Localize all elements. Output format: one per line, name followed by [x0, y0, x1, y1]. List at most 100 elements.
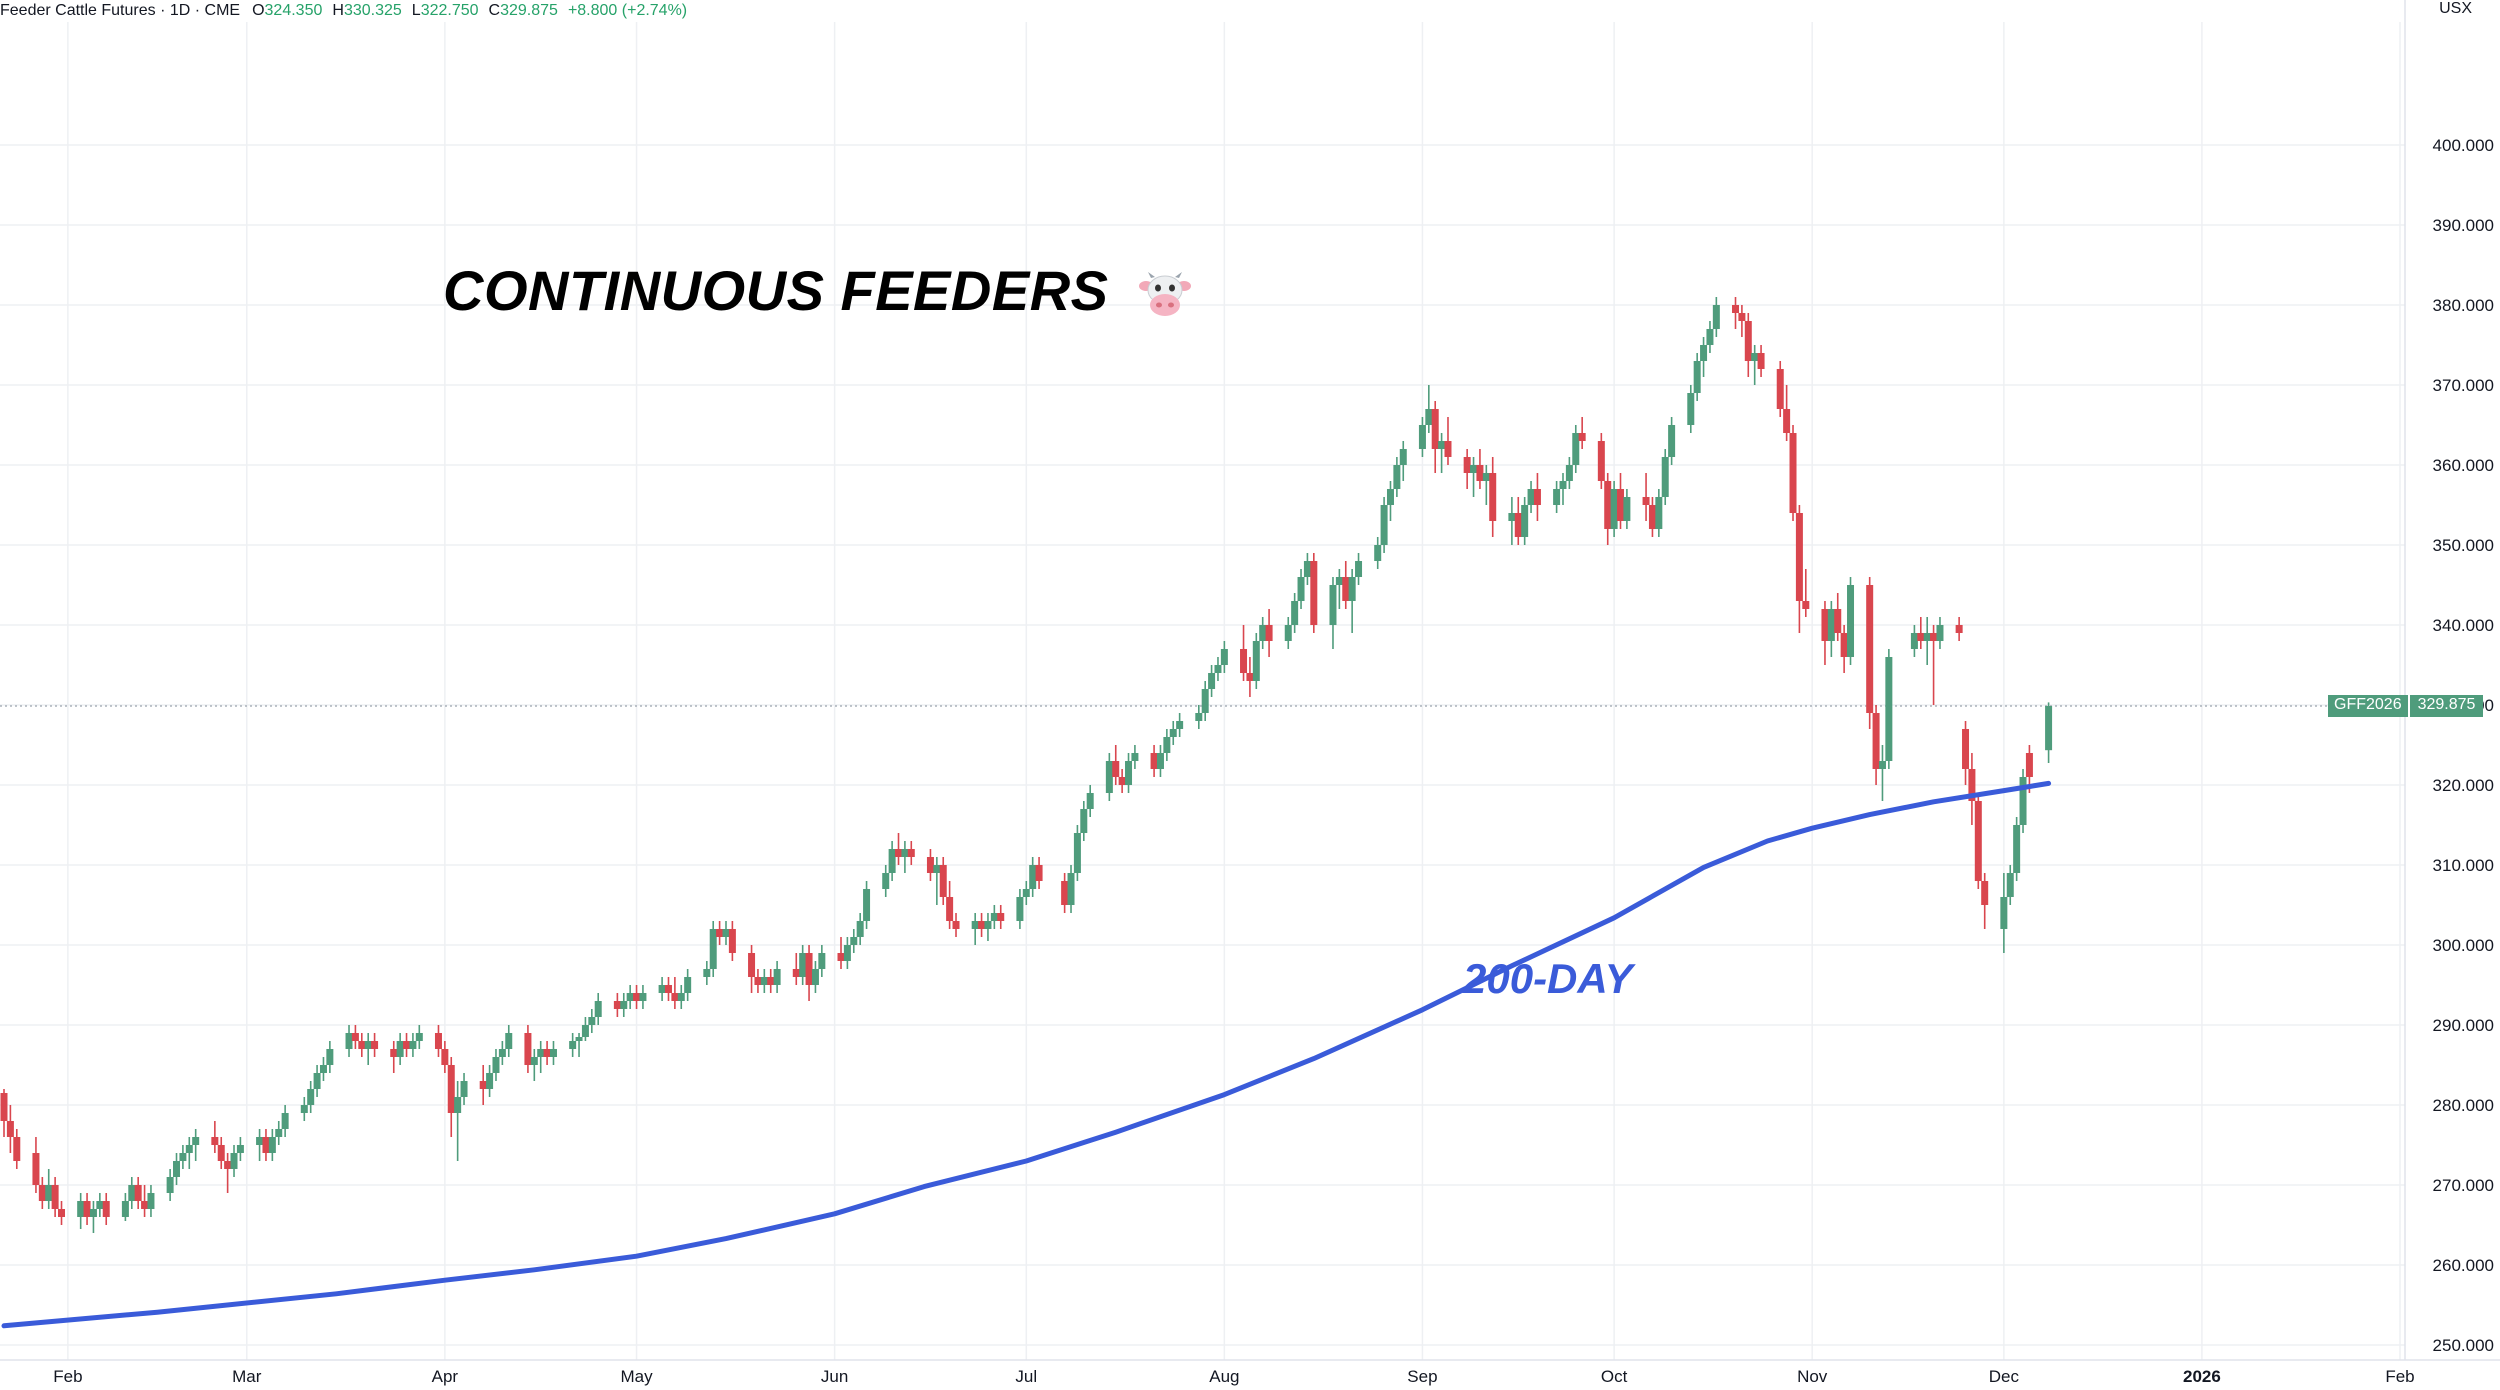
candle-body [1169, 729, 1177, 737]
candle-body [882, 873, 890, 889]
candle-body [460, 1081, 468, 1097]
candle-body [1795, 513, 1803, 601]
y-tick-label: 380.000 [2433, 296, 2494, 315]
candle [371, 1033, 379, 1057]
candle [192, 1129, 200, 1161]
candle [1565, 457, 1573, 489]
currency-label[interactable]: USX [2439, 0, 2472, 17]
candle-body [434, 1033, 442, 1049]
candle-body [1744, 321, 1752, 361]
x-tick-label: Feb [53, 1367, 82, 1386]
candle-body [888, 849, 896, 873]
candle [633, 985, 641, 1009]
candle-body [1693, 361, 1701, 393]
candle-body [1131, 753, 1139, 761]
candle-body [1252, 641, 1260, 681]
candle-body [805, 953, 813, 985]
candle-body [1067, 873, 1075, 905]
chart-annotation-title: CONTINUOUS FEEDERS [443, 258, 1191, 323]
candle [1648, 497, 1656, 537]
candle-body [799, 953, 807, 977]
x-tick-label: Aug [1209, 1367, 1239, 1386]
candle-body [677, 993, 685, 1001]
candle [492, 1049, 500, 1081]
candle-body [0, 1093, 8, 1121]
candle [856, 913, 864, 945]
candle [1955, 617, 1963, 641]
candle [939, 857, 947, 905]
candle-body [141, 1201, 149, 1209]
candle-body [1374, 545, 1382, 561]
candle [479, 1065, 487, 1105]
candle-body [1661, 457, 1669, 497]
candle [677, 985, 685, 1009]
candle-body [1022, 889, 1030, 897]
close-label: C [488, 2, 501, 19]
candle [1061, 873, 1069, 913]
candle-body [626, 993, 634, 1001]
candle-body [1827, 609, 1835, 641]
candle-body [1156, 753, 1164, 769]
candle [1578, 417, 1586, 449]
candle-body [326, 1049, 334, 1065]
candle-body [83, 1201, 91, 1217]
candle-body [1655, 497, 1663, 529]
candle-body [313, 1073, 321, 1089]
candle-body [492, 1057, 500, 1073]
candle [837, 937, 845, 969]
y-tick-label: 280.000 [2433, 1096, 2494, 1115]
candle-body [1974, 801, 1982, 881]
candle [166, 1169, 174, 1201]
symbol-title: Feeder Cattle Futures · 1D · CME [0, 2, 241, 19]
candle [1195, 705, 1203, 729]
candle [1335, 569, 1343, 609]
candle-body [1968, 769, 1976, 801]
candle [1732, 297, 1740, 329]
candle [658, 977, 666, 1001]
candle-body [1617, 489, 1625, 521]
candle [1086, 785, 1094, 817]
candle-body [1533, 489, 1541, 505]
candle [748, 945, 756, 993]
candle-body [1885, 657, 1893, 761]
candle [1310, 553, 1318, 633]
candle-body [671, 993, 679, 1001]
candle [403, 1033, 411, 1057]
candle [1329, 577, 1337, 649]
candle [1252, 633, 1260, 689]
candles [0, 297, 2053, 1233]
candle [454, 1081, 462, 1161]
candle-body [1757, 353, 1765, 369]
x-tick-label: Jun [821, 1367, 848, 1386]
candle [1885, 649, 1893, 769]
candle-body [1201, 689, 1209, 713]
candle [799, 945, 807, 985]
candle [530, 1049, 538, 1081]
candle [1476, 449, 1484, 489]
candle-body [1981, 881, 1989, 905]
candle-body [978, 921, 986, 929]
candle-body [1016, 897, 1024, 921]
candle-body [58, 1209, 66, 1217]
candle-body [530, 1057, 538, 1065]
candle-body [1105, 761, 1113, 793]
candle-body [505, 1033, 513, 1049]
candle [128, 1177, 136, 1209]
candle [1872, 705, 1880, 785]
candle-body [1035, 865, 1043, 881]
candle [1559, 473, 1567, 505]
candle-body [1866, 585, 1874, 713]
price-tag-symbol: GFF2026 [2328, 695, 2408, 717]
y-tick-label: 270.000 [2433, 1176, 2494, 1195]
candle [1029, 857, 1037, 897]
candle [1156, 745, 1164, 777]
candle-body [575, 1037, 583, 1041]
candle [978, 913, 986, 937]
candle [1623, 489, 1631, 529]
candle [1527, 481, 1535, 513]
candle-body [633, 993, 641, 1001]
candle [32, 1137, 40, 1193]
candle [447, 1057, 455, 1137]
candle-body [441, 1049, 449, 1065]
